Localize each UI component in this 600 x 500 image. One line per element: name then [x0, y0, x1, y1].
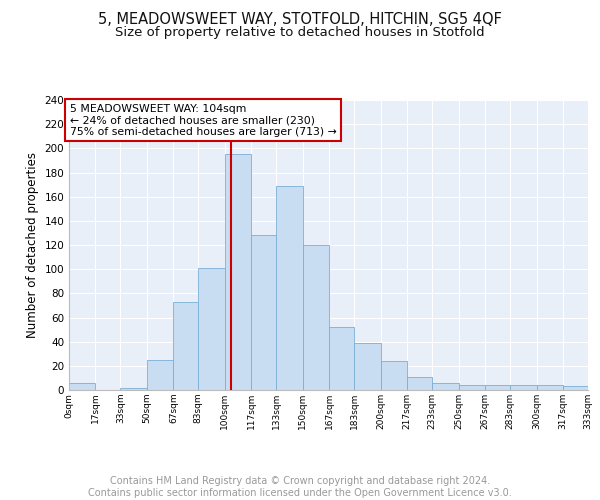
Bar	[121, 388, 147, 390]
Y-axis label: Number of detached properties: Number of detached properties	[26, 152, 39, 338]
Bar	[510, 385, 536, 390]
Text: Contains HM Land Registry data © Crown copyright and database right 2024.
Contai: Contains HM Land Registry data © Crown c…	[88, 476, 512, 498]
Bar	[303, 245, 329, 390]
Bar	[199, 268, 225, 390]
Bar	[329, 327, 354, 390]
Bar	[251, 236, 276, 390]
Text: 5, MEADOWSWEET WAY, STOTFOLD, HITCHIN, SG5 4QF: 5, MEADOWSWEET WAY, STOTFOLD, HITCHIN, S…	[98, 12, 502, 28]
Bar	[69, 383, 95, 390]
Bar	[381, 361, 407, 390]
Bar	[432, 383, 458, 390]
Bar	[225, 154, 251, 390]
Bar	[147, 360, 173, 390]
Bar	[458, 385, 485, 390]
Bar	[407, 376, 432, 390]
Text: Size of property relative to detached houses in Stotfold: Size of property relative to detached ho…	[115, 26, 485, 39]
Bar	[563, 386, 588, 390]
Bar	[173, 302, 199, 390]
Bar	[485, 385, 510, 390]
Bar	[354, 343, 381, 390]
Bar	[276, 186, 303, 390]
Text: 5 MEADOWSWEET WAY: 104sqm
← 24% of detached houses are smaller (230)
75% of semi: 5 MEADOWSWEET WAY: 104sqm ← 24% of detac…	[70, 104, 337, 137]
Bar	[536, 385, 563, 390]
